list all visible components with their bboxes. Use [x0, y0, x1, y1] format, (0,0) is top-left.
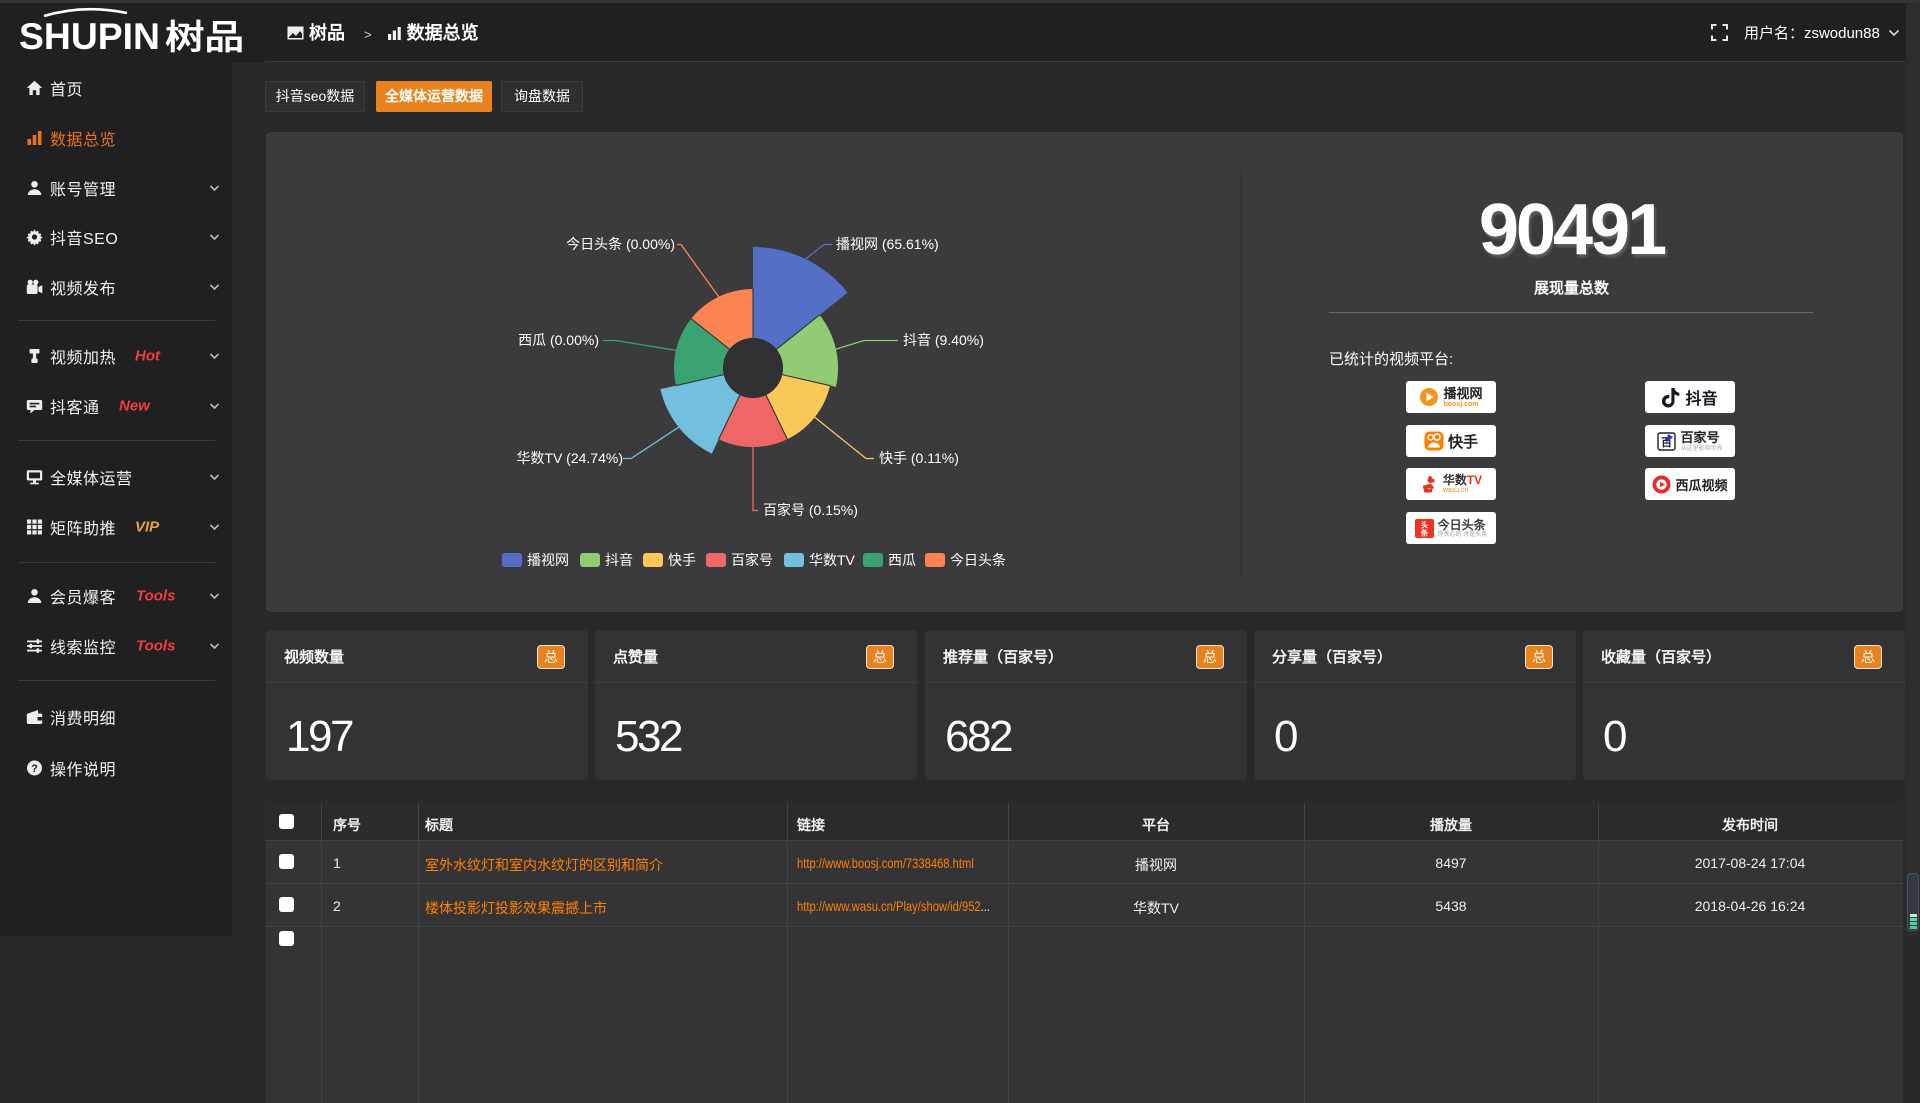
svg-text:SHUPIN: SHUPIN	[19, 16, 160, 57]
svg-text:?: ?	[31, 763, 38, 775]
svg-text:抖音 (9.40%): 抖音 (9.40%)	[903, 332, 984, 348]
svg-text:条: 条	[1419, 527, 1428, 537]
svg-text:西瓜: 西瓜	[888, 552, 916, 568]
svg-text:头: 头	[1420, 519, 1428, 529]
svg-text:华数TV: 华数TV	[809, 552, 856, 568]
svg-text:快手: 快手	[668, 552, 696, 568]
svg-text:树品: 树品	[165, 19, 244, 57]
svg-text:今日头条 (0.00%): 今日头条 (0.00%)	[566, 236, 675, 252]
svg-text:西瓜 (0.00%): 西瓜 (0.00%)	[518, 332, 599, 348]
svg-text:今日头条: 今日头条	[950, 552, 1006, 568]
svg-text:抖音: 抖音	[605, 552, 633, 568]
svg-text:快手 (0.11%): 快手 (0.11%)	[879, 450, 959, 466]
svg-text:百家号: 百家号	[731, 552, 773, 568]
svg-text:华数TV (24.74%): 华数TV (24.74%)	[516, 450, 623, 466]
svg-text:百家号 (0.15%): 百家号 (0.15%)	[763, 502, 858, 518]
svg-text:播视网 (65.61%): 播视网 (65.61%)	[836, 236, 939, 252]
svg-text:播视网: 播视网	[527, 552, 569, 568]
